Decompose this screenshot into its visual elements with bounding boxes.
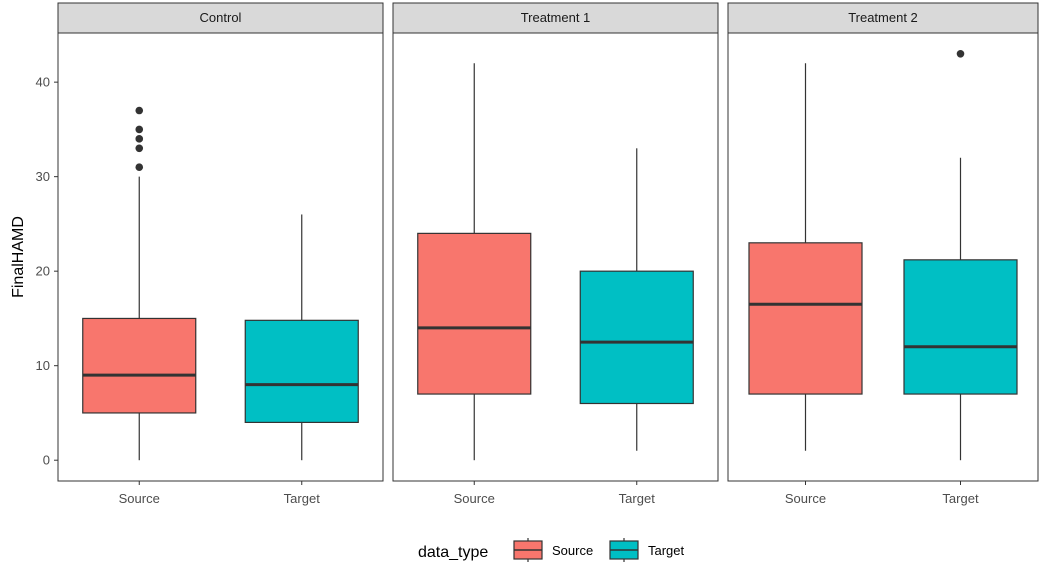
- outlier-point: [135, 163, 144, 172]
- facet-strip: [727, 2, 1039, 34]
- box-source: [417, 63, 532, 461]
- outlier-point: [135, 144, 144, 153]
- outlier-point: [135, 125, 144, 134]
- iqr-box: [748, 242, 863, 395]
- iqr-box: [417, 232, 532, 395]
- x-tick-label: Source: [785, 491, 826, 506]
- facets-layer: Control Source Target Treatment 1 Source Targ…: [57, 2, 1039, 506]
- box-source: [748, 63, 863, 451]
- y-tick-label: 0: [43, 453, 50, 468]
- legend-label: Source: [552, 543, 593, 558]
- x-tick-label: Target: [942, 491, 979, 506]
- outlier-point: [135, 135, 144, 143]
- x-tick-label: Target: [284, 491, 321, 506]
- y-tick-label: 10: [36, 358, 50, 373]
- box-target: [244, 214, 359, 461]
- iqr-box: [903, 259, 1018, 395]
- panel-border: [392, 32, 719, 482]
- facet-panel-2: Treatment 2 Source Target: [727, 2, 1039, 506]
- x-tick-label: Target: [619, 491, 656, 506]
- facet-strip: [392, 2, 719, 34]
- facet-panel-1: Treatment 1 Source Target: [392, 2, 719, 506]
- x-tick-label: Source: [119, 491, 160, 506]
- y-axis: 0 10 20 30 40: [36, 75, 58, 468]
- facet-strip-label: Treatment 2: [848, 10, 918, 25]
- box-target: [579, 148, 694, 451]
- legend: data_type Source Target: [418, 538, 685, 562]
- y-tick-label: 30: [36, 169, 50, 184]
- box-target: [903, 49, 1018, 461]
- legend-label: Target: [648, 543, 685, 558]
- iqr-box: [82, 317, 197, 414]
- outlier-point: [135, 106, 144, 115]
- facet-strip: [57, 2, 384, 34]
- x-tick-label: Source: [454, 491, 495, 506]
- y-tick-label: 20: [36, 264, 50, 279]
- iqr-box: [579, 270, 694, 405]
- facet-panel-0: Control Source Target: [57, 2, 384, 506]
- facet-strip-label: Control: [200, 10, 242, 25]
- y-axis-title: FinalHAMD: [10, 216, 27, 298]
- legend-title: data_type: [418, 544, 488, 561]
- box-source: [82, 106, 197, 461]
- legend-key-source: [513, 538, 543, 562]
- y-tick-label: 40: [36, 75, 50, 90]
- iqr-box: [244, 319, 359, 424]
- facet-strip-label: Treatment 1: [521, 10, 591, 25]
- legend-key-target: [609, 538, 639, 562]
- outlier-point: [956, 49, 965, 58]
